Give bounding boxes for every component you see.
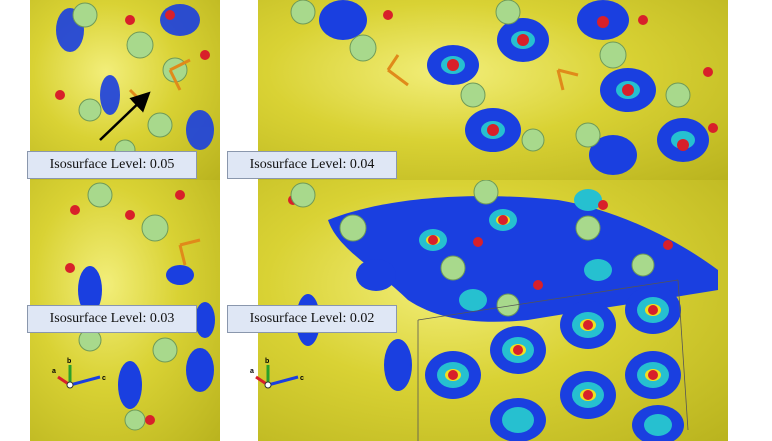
axis-orientation-icon-2: a b c (250, 358, 304, 389)
axis-orientation-icon: a b c (52, 358, 106, 389)
charge-density-render-002 (288, 180, 718, 441)
isosurface-panel-004 (258, 0, 728, 180)
charge-density-render-005 (55, 2, 214, 161)
isosurface-level-label-005: Isosurface Level: 0.05 (27, 151, 197, 179)
isosurface-level-label-004: Isosurface Level: 0.04 (227, 151, 397, 179)
isosurface-panel-005 (30, 0, 220, 180)
charge-density-render-003 (65, 182, 215, 431)
axis-c-label-2: c (300, 375, 304, 382)
charge-density-render-004 (290, 0, 718, 175)
axis-b-label: b (67, 358, 71, 365)
axis-a-label: a (52, 368, 56, 375)
isosurface-level-label-003: Isosurface Level: 0.03 (27, 305, 197, 333)
axis-c-label: c (102, 375, 106, 382)
axis-a-label-2: a (250, 368, 254, 375)
isosurface-level-label-002: Isosurface Level: 0.02 (227, 305, 397, 333)
axis-b-label-2: b (265, 358, 269, 365)
arrow-annotation-icon (99, 91, 151, 141)
